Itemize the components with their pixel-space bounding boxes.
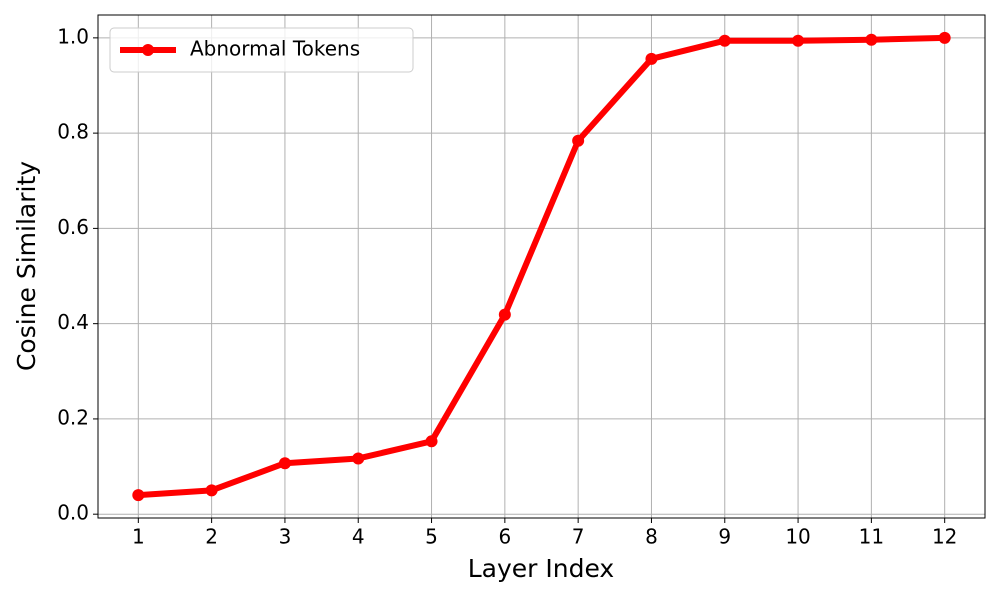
y-tick-label: 0.8 bbox=[57, 120, 89, 144]
data-point bbox=[718, 34, 731, 47]
y-tick-label: 0.6 bbox=[57, 215, 89, 239]
x-tick-label: 7 bbox=[572, 525, 585, 549]
data-point bbox=[792, 34, 805, 47]
y-tick-label: 0.2 bbox=[57, 405, 89, 429]
series-line bbox=[138, 34, 945, 499]
data-point bbox=[938, 31, 951, 44]
plot-frame bbox=[97, 14, 986, 519]
legend-box bbox=[109, 27, 414, 73]
y-axis-label: Cosine Similarity bbox=[12, 161, 41, 371]
x-tick-label: 3 bbox=[279, 525, 292, 549]
data-point bbox=[645, 52, 658, 65]
x-tick-label: 9 bbox=[718, 525, 731, 549]
x-tick-label: 10 bbox=[785, 525, 810, 549]
data-point bbox=[425, 435, 438, 448]
x-tick-label: 1 bbox=[132, 525, 145, 549]
x-tick-label: 6 bbox=[498, 525, 511, 549]
data-point bbox=[205, 484, 218, 497]
x-axis-label: Layer Index bbox=[468, 554, 614, 583]
x-tick-label: 12 bbox=[932, 525, 957, 549]
x-tick-label: 4 bbox=[352, 525, 365, 549]
data-point bbox=[352, 452, 365, 465]
data-point bbox=[498, 308, 511, 321]
legend-marker bbox=[142, 44, 154, 56]
y-tick-label: 0.4 bbox=[57, 310, 89, 334]
data-point bbox=[132, 489, 145, 502]
legend-label: Abnormal Tokens bbox=[190, 37, 360, 61]
x-tick-label: 11 bbox=[859, 525, 884, 549]
x-tick-label: 5 bbox=[425, 525, 438, 549]
data-point bbox=[865, 33, 878, 46]
data-point bbox=[278, 457, 291, 470]
x-tick-label: 2 bbox=[205, 525, 218, 549]
x-tick-label: 8 bbox=[645, 525, 658, 549]
y-tick-label: 0.0 bbox=[57, 501, 89, 525]
y-tick-label: 1.0 bbox=[57, 24, 89, 48]
data-point bbox=[572, 134, 585, 147]
